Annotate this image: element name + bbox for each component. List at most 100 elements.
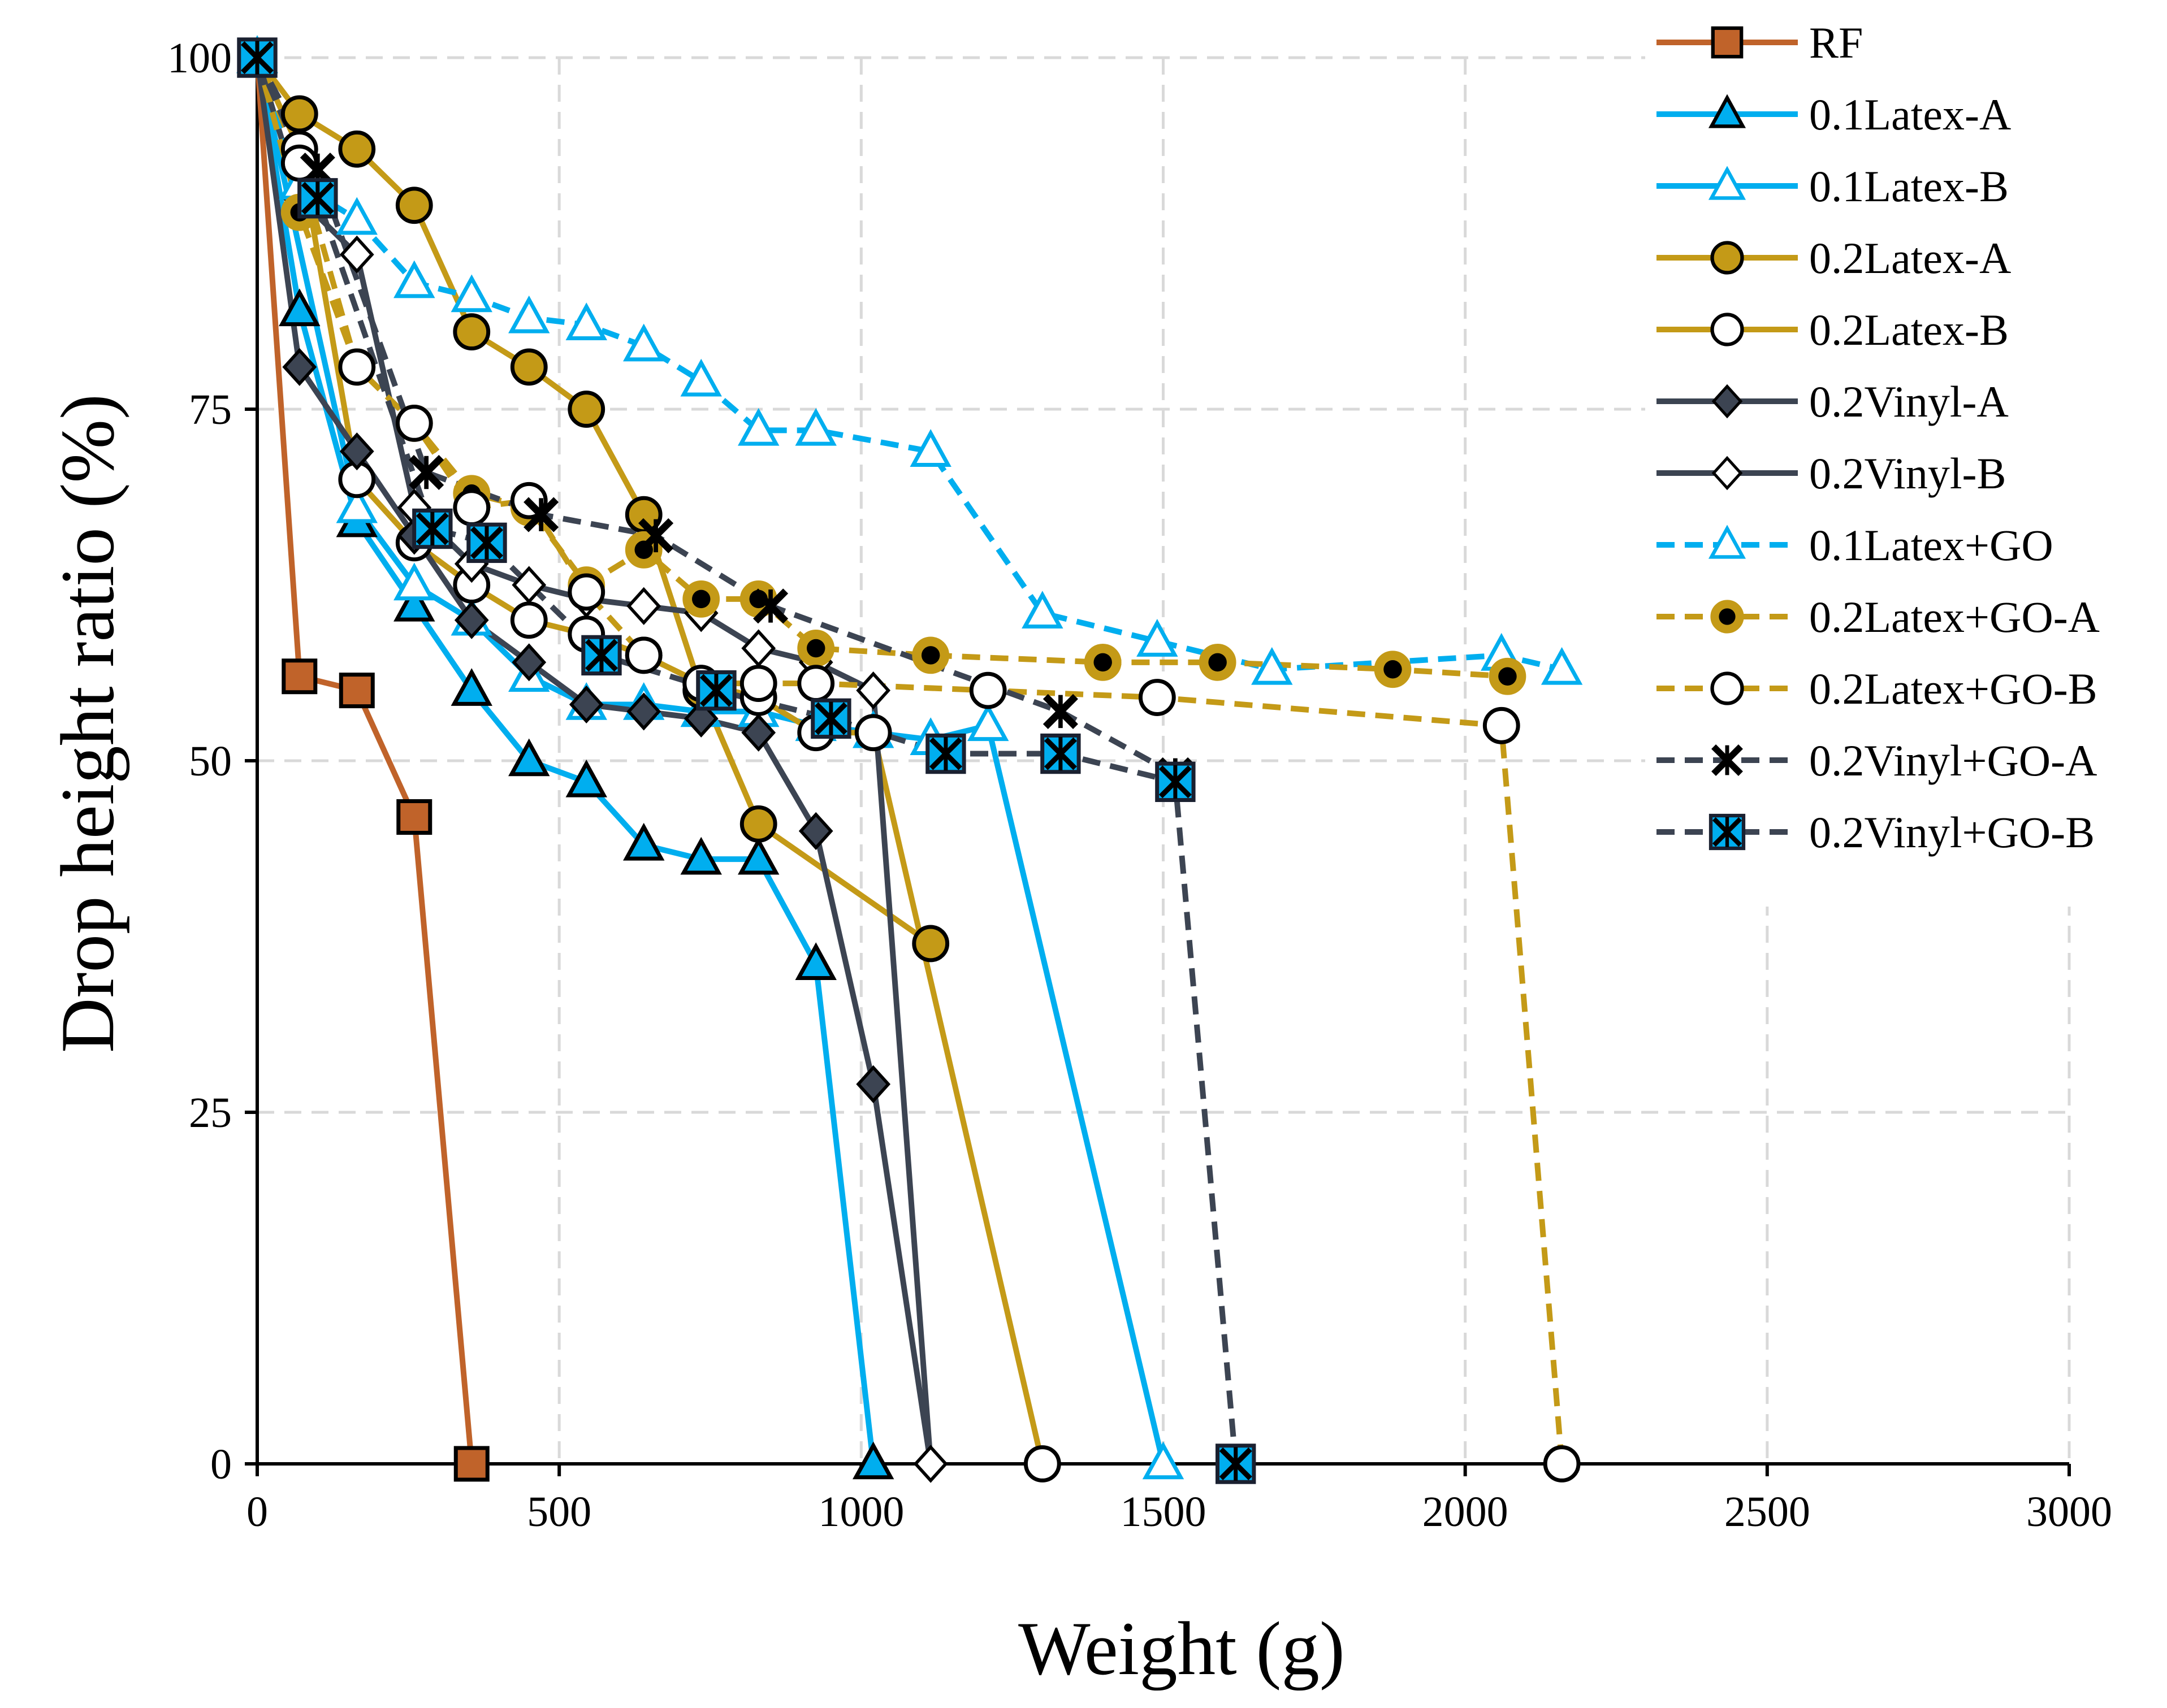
legend-marker — [1711, 456, 1743, 491]
legend-label: 0.2Vinyl+GO-A — [1809, 736, 2097, 785]
data-point-8 — [1084, 643, 1122, 681]
data-point-10 — [638, 518, 674, 553]
y-tick-label: 75 — [189, 386, 232, 433]
legend-entry: 0.2Latex+GO-B — [1656, 664, 2097, 713]
legend-label: 0.2Vinyl-B — [1809, 449, 2006, 498]
data-point-3 — [453, 313, 491, 351]
series-line-7 — [254, 57, 1563, 673]
data-point-1 — [565, 759, 607, 797]
data-point-5 — [339, 432, 374, 471]
data-point-5 — [626, 692, 661, 731]
data-series — [236, 35, 1583, 1484]
x-tick-label: 0 — [246, 1488, 268, 1536]
legend-entry: 0.2Vinyl+GO-B — [1656, 808, 2095, 857]
data-point-6 — [339, 235, 374, 274]
legend-label: 0.2Latex-A — [1809, 233, 2011, 283]
legend-marker — [1710, 671, 1744, 705]
legend-label: 0.2Latex+GO-A — [1809, 592, 2100, 641]
data-point-1 — [508, 738, 550, 777]
legend-entry: 0.1Latex-B — [1656, 162, 2009, 211]
legend-marker — [1710, 241, 1744, 275]
y-tick-label: 25 — [189, 1089, 232, 1137]
data-point-6 — [512, 566, 547, 604]
data-point-2 — [336, 485, 378, 523]
series-line-8 — [254, 57, 1508, 679]
y-axis-title: Drop height ratio (%) — [46, 394, 130, 1053]
legend-marker — [1710, 600, 1744, 634]
data-point-3 — [395, 187, 433, 224]
data-point-7 — [910, 429, 951, 467]
series-line-11 — [254, 57, 1239, 1464]
y-tick-label: 50 — [189, 738, 232, 785]
data-point-6 — [913, 1445, 948, 1483]
data-point-0 — [282, 658, 318, 695]
data-point-11 — [237, 37, 278, 78]
data-point-7 — [565, 302, 607, 341]
x-axis-title: Weight (g) — [1018, 1607, 1345, 1691]
data-point-11 — [696, 670, 737, 711]
data-point-11 — [297, 178, 338, 219]
data-point-1 — [623, 822, 665, 861]
data-point-1 — [737, 836, 780, 875]
data-point-1 — [393, 583, 435, 622]
data-point-7 — [1251, 647, 1293, 685]
x-tick-label: 3000 — [2026, 1488, 2112, 1536]
data-point-3 — [568, 391, 605, 428]
data-point-7 — [623, 323, 665, 362]
legend-entry: 0.2Latex-B — [1656, 305, 2009, 354]
data-point-9 — [797, 665, 835, 703]
data-point-2 — [1142, 1441, 1184, 1480]
data-point-11 — [925, 733, 966, 774]
data-point-9 — [969, 671, 1007, 709]
y-tick-label: 100 — [167, 34, 232, 82]
data-point-7 — [680, 358, 722, 397]
data-point-5 — [454, 601, 489, 639]
data-point-9 — [395, 404, 433, 442]
data-point-10 — [1043, 693, 1078, 729]
data-point-0 — [396, 799, 432, 835]
legend-label: 0.1Latex-A — [1809, 90, 2011, 139]
data-point-1 — [279, 288, 321, 327]
legend-marker — [1710, 313, 1744, 346]
data-point-8 — [1199, 643, 1236, 681]
data-point-5 — [512, 643, 547, 682]
data-point-3 — [912, 925, 950, 963]
data-point-8 — [1489, 657, 1526, 695]
data-point-10 — [409, 454, 444, 491]
legend-label: 0.2Latex+GO-B — [1809, 664, 2097, 713]
data-point-4 — [1023, 1445, 1061, 1482]
data-point-7 — [737, 408, 780, 446]
series-line-9 — [254, 57, 1565, 1464]
data-point-9 — [568, 573, 605, 611]
data-point-8 — [682, 580, 720, 618]
data-point-8 — [1374, 651, 1412, 688]
x-tick-label: 1000 — [818, 1488, 904, 1536]
legend-label: 0.1Latex+GO — [1809, 521, 2053, 570]
legend-entry: 0.2Vinyl-B — [1656, 449, 2006, 498]
x-tick-label: 2000 — [1422, 1488, 1508, 1536]
legend-marker — [1708, 166, 1746, 200]
tick-labels: 0 500 1000 1500 2000 2500 3000 0 25 50 75 100 — [167, 34, 2112, 1536]
data-point-4 — [510, 601, 548, 639]
data-point-10 — [753, 588, 789, 624]
data-point-7 — [508, 295, 550, 333]
data-point-11 — [1040, 733, 1081, 774]
x-tick-label: 2500 — [1724, 1488, 1810, 1536]
data-point-7 — [451, 274, 492, 313]
data-point-6 — [626, 587, 661, 625]
legend-entry: 0.1Latex+GO — [1656, 521, 2053, 570]
data-point-7 — [1022, 591, 1063, 629]
data-point-7 — [1541, 647, 1583, 685]
legend-label: 0.2Latex-B — [1809, 305, 2009, 354]
legend-label: 0.2Vinyl+GO-B — [1809, 808, 2095, 857]
data-point-3 — [739, 805, 777, 843]
legend-marker — [1708, 813, 1746, 851]
data-point-11 — [1216, 1443, 1256, 1484]
y-tick-label: 0 — [210, 1441, 232, 1488]
data-point-11 — [1155, 761, 1196, 803]
legend-entry: RF — [1656, 18, 1863, 67]
data-point-5 — [741, 713, 776, 752]
data-point-5 — [856, 1065, 891, 1103]
legend-label: 0.2Vinyl-A — [1809, 377, 2009, 426]
